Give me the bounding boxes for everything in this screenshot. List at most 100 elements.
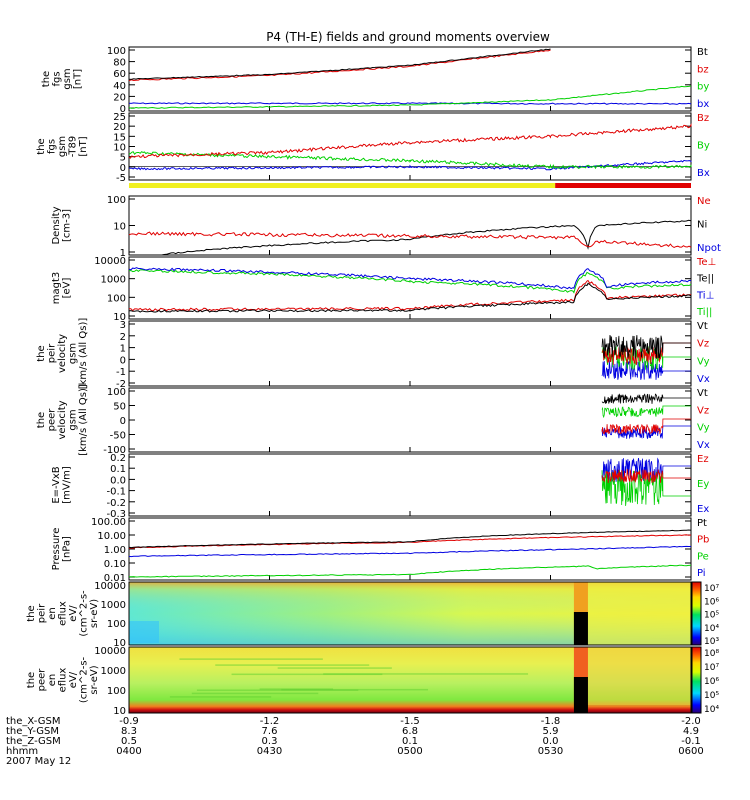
ylabel-peir_eflux: the <box>26 605 37 621</box>
ylabel-peer_vel: gsm <box>68 409 79 430</box>
spectrogram-ion-after <box>587 582 691 645</box>
ytick-label-t89: -5 <box>116 173 126 184</box>
ylabel-t89: gsm <box>57 136 68 157</box>
ytick-label-efield: 0.0 <box>110 475 126 486</box>
series-temp-Te⊥ <box>128 279 692 312</box>
ytick-label-peir_vel: 0 <box>120 355 126 366</box>
ylabel-peir_eflux: sr-eV) <box>89 599 100 628</box>
colorbar-label-peir_eflux: 10⁶ <box>704 597 719 607</box>
legend-peer_vel-Vz: Vz <box>697 405 709 416</box>
panel-frame-fgs <box>128 46 692 112</box>
legend-peir_vel-Vy: Vy <box>697 356 710 367</box>
legend-fgs-bz: bz <box>697 64 709 75</box>
spectrogram-ele-streak <box>191 692 319 695</box>
ylabel-peer_vel: velocity <box>57 400 68 439</box>
legend-pressure-Pb: Pb <box>697 535 709 546</box>
legend-t89-Bx: Bx <box>697 168 710 179</box>
series-temp-Ti|| <box>128 269 692 294</box>
colorbar-label-peir_eflux: 10³ <box>704 637 719 647</box>
legend-peir_vel-Vx: Vx <box>697 374 710 385</box>
legend-t89-By: By <box>697 141 710 152</box>
legend-temp-Te⊥: Te⊥ <box>696 257 716 268</box>
series-fgs-bx <box>128 102 692 105</box>
ylabel-peir_vel: velocity <box>57 334 68 373</box>
spectrogram-ele-gap <box>573 677 588 713</box>
ytick-label-fgs: 40 <box>113 81 126 92</box>
ylabel-fgs: the <box>41 71 52 87</box>
figure-title: P4 (TH-E) fields and ground moments over… <box>266 30 550 44</box>
ytick-label-peir_vel: -1 <box>116 367 126 378</box>
xaxis-tick-y: 7.6 <box>262 726 278 737</box>
panel-frame-density <box>128 195 692 256</box>
legend-fgs-bx: bx <box>697 99 709 110</box>
ytick-label-temp: 1000 <box>101 275 126 286</box>
ylabel-density: [cm-3] <box>62 209 73 242</box>
series-density-Ne <box>128 231 692 248</box>
ytick-label-density: 10 <box>113 222 126 233</box>
ytick-label-peir_eflux: 1000 <box>101 600 126 611</box>
ylabel-pressure: Pressure <box>51 528 62 571</box>
ytick-label-t89: 15 <box>113 132 126 143</box>
xaxis-tick-y: 4.9 <box>683 726 699 737</box>
ylabel-fgs: fgs <box>52 71 63 86</box>
xaxis-tick-x: -0.9 <box>119 716 139 727</box>
ytick-label-t89: 5 <box>120 153 126 164</box>
colorbar-label-peer_eflux: 10⁶ <box>704 677 719 687</box>
ylabel-peir_eflux: peir <box>37 603 48 623</box>
mode-bar-fast <box>555 183 691 188</box>
data-layer <box>128 48 702 714</box>
ylabel-peer_vel: [km/s (All Qs)] <box>78 384 89 456</box>
ylabel-peir_vel: the <box>36 345 47 361</box>
xaxis-row-label: the_Y-GSM <box>6 726 59 737</box>
ylabel-peer_eflux: eV/ <box>68 671 79 688</box>
legend-peer_vel-Vx: Vx <box>697 440 710 451</box>
ytick-label-efield: 0.1 <box>110 464 126 475</box>
ylabel-peer_eflux: (cm^2-s- <box>79 656 90 703</box>
ylabel-t89: the <box>36 138 47 154</box>
ytick-label-peer_vel: 100 <box>107 387 126 398</box>
ytick-label-fgs: 60 <box>113 69 126 80</box>
ytick-label-efield: -0.2 <box>106 498 126 509</box>
legend-density-Npot: Npot <box>697 243 721 254</box>
ylabel-peer_eflux: sr-eV) <box>89 665 100 694</box>
ytick-label-peer_eflux: 10000 <box>94 646 126 657</box>
xaxis-tick-y: 5.9 <box>543 726 559 737</box>
series-t89-Bz <box>128 123 692 159</box>
ylabel-temp: magt3 <box>51 272 62 305</box>
colorbar-label-peer_eflux: 10⁸ <box>704 649 719 659</box>
colorbar-label-peer_eflux: 10⁵ <box>704 691 719 701</box>
ytick-label-t89: 0 <box>120 163 126 174</box>
ylabel-efield: E=-VxB <box>51 466 62 503</box>
ytick-label-pressure: 0.10 <box>104 559 126 570</box>
xaxis-tick-y: 6.8 <box>402 726 418 737</box>
ylabel-peir_eflux: en <box>47 607 58 620</box>
burst-peir_vel-Vx <box>601 360 691 380</box>
ytick-label-peir_eflux: 10000 <box>94 581 126 592</box>
legend-fgs-by: by <box>697 82 709 93</box>
ylabel-peir_vel: gsm <box>68 343 79 364</box>
xaxis-tick-t: 0500 <box>397 746 422 757</box>
ytick-label-fgs: 80 <box>113 58 126 69</box>
burst-peer_vel-Vz <box>601 418 691 435</box>
ytick-label-fgs: 0 <box>120 104 126 115</box>
colorbar-label-peir_eflux: 10⁷ <box>704 584 719 594</box>
spectrogram-ele-streak <box>259 688 334 690</box>
ytick-label-pressure: 1.00 <box>104 545 126 556</box>
ytick-label-peir_eflux: 10 <box>113 638 126 649</box>
ylabel-pressure: [nPa] <box>62 536 73 562</box>
panel-frame-peer_vel <box>128 387 692 453</box>
series-fgs-bz <box>128 49 551 82</box>
burst-peer_vel-Vy <box>601 405 691 419</box>
ylabel-efield: [mV/m] <box>62 466 73 504</box>
xaxis-row-label: hhmm <box>6 746 38 757</box>
burst-efield-Ez <box>601 469 691 484</box>
series-pressure-Pi <box>128 545 691 558</box>
ylabel-peer_vel: the <box>36 412 47 428</box>
spectrogram-ion-gap <box>573 612 588 645</box>
ylabel-peer_eflux: peer <box>37 668 48 692</box>
colorbar-label-peir_eflux: 10⁴ <box>704 624 719 634</box>
xaxis-row-label: the_Z-GSM <box>6 736 61 747</box>
series-temp-Te|| <box>128 282 692 313</box>
